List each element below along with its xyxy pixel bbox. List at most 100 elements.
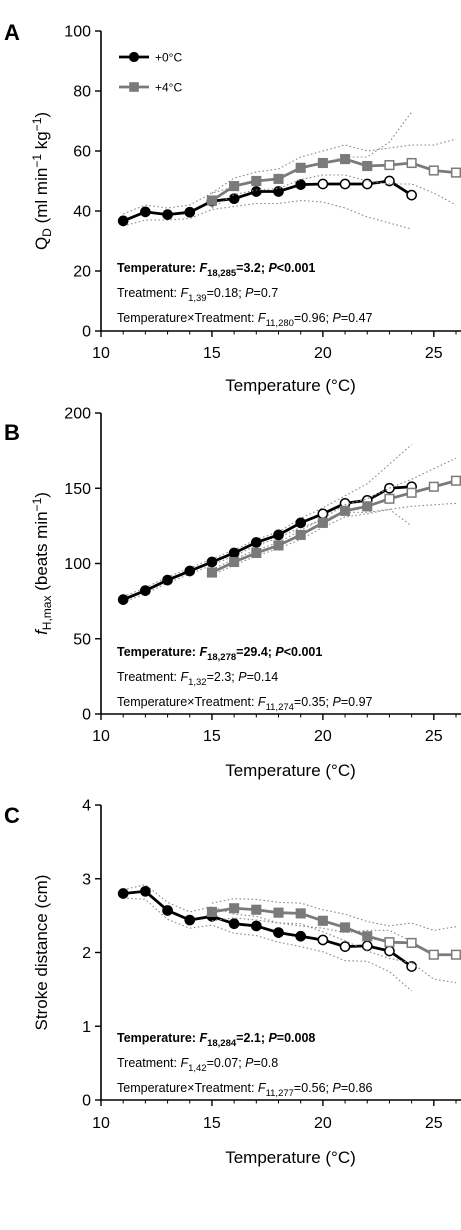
series-0c-point (361, 178, 373, 190)
x-tick-label: 10 (92, 1115, 110, 1132)
panel-b: B 0 50 100 150 200 10 15 20 25 Temperature (°C) fH,… (4, 406, 461, 780)
y-tick-label: 40 (73, 204, 91, 221)
series-0c-point (117, 594, 129, 605)
series-4c-point (229, 556, 240, 568)
series-0c-ci-lower (123, 897, 412, 992)
series-4c-point (206, 906, 217, 917)
stat-annotation-2: Treatment: F1,32=2.3; P=0.14 (117, 670, 278, 688)
series-4c-point (206, 195, 217, 206)
y-tick-label: 80 (73, 84, 91, 101)
series-4c-point (340, 922, 351, 933)
series-4c-point (251, 547, 262, 559)
series-0c-point (273, 529, 284, 541)
y-tick-label: 200 (64, 406, 91, 423)
series-0c-point (162, 905, 173, 916)
series-0c-point (140, 206, 151, 218)
series-4c-point (384, 937, 395, 948)
series-0c-point (295, 517, 307, 529)
series-4c-point (317, 915, 328, 926)
series-0c-point (250, 920, 262, 932)
panel-letter: B (4, 420, 20, 445)
series-0c-point (339, 178, 351, 190)
series-4c-point (206, 567, 217, 578)
series-4c-ci-upper (211, 457, 457, 571)
y-tick-label: 150 (64, 481, 91, 498)
y-tick-label: 0 (82, 324, 91, 341)
series-4c-point (251, 904, 262, 915)
series-0c-point (295, 930, 307, 942)
series-4c-ci-lower (211, 174, 457, 209)
data-layer (117, 444, 461, 605)
series-4c-point (273, 540, 284, 551)
stat-annotation-3: Temperature×Treatment: F11,277=0.56; P=0… (117, 1081, 373, 1099)
data-layer (117, 111, 461, 230)
x-axis-label: Temperature (°C) (225, 1148, 356, 1167)
series-4c-point (362, 501, 373, 512)
y-axis-label: fH,max (beats min−1) (30, 492, 54, 635)
series-4c-point (428, 481, 439, 492)
series-0c-point (384, 175, 395, 187)
stat-annotation-3: Temperature×Treatment: F11,280=0.96; P=0… (117, 311, 373, 329)
series-4c-point (273, 173, 284, 184)
series-0c-point (117, 215, 129, 227)
series-4c-point (384, 160, 395, 171)
series-4c-point (362, 931, 373, 942)
x-tick-label: 10 (92, 345, 110, 362)
series-4c-point (295, 908, 306, 919)
series-0c-point (384, 482, 395, 494)
series-0c-point (228, 918, 240, 930)
y-tick-label: 50 (73, 631, 91, 648)
panel-c: C 0 1 2 3 4 10 15 20 25 Temperature (°C) Stroke dis… (4, 798, 461, 1167)
stat-annotation-1: Temperature: F18,285=3.2; P<0.001 (117, 261, 315, 279)
series-0c-point (406, 961, 417, 972)
series-4c-point (229, 903, 240, 914)
series-0c-point (406, 189, 417, 201)
series-0c-point (250, 186, 262, 197)
series-4c-point (450, 949, 461, 960)
y-axis-label: Stroke distance (cm) (32, 875, 51, 1031)
y-axis-label: QD (ml min−1 kg−1) (30, 112, 54, 250)
panel-a: A 0 20 40 60 80 100 10 15 20 25 Temperature (°C) QD … (4, 20, 461, 395)
series-4c-point (340, 505, 351, 516)
x-axis-label: Temperature (°C) (225, 376, 356, 395)
series-4c-point (450, 475, 461, 486)
panel-letter: C (4, 803, 20, 828)
panel-letter: A (4, 20, 20, 45)
y-tick-label: 3 (82, 871, 91, 888)
legend-marker (128, 51, 140, 63)
x-tick-label: 10 (92, 728, 110, 745)
series-4c-point (340, 154, 351, 165)
series-0c-point (317, 934, 329, 946)
series-0c-point (317, 178, 329, 190)
series-4c-ci-lower (211, 502, 457, 577)
series-4c-point (384, 493, 395, 504)
y-tick-label: 1 (82, 1019, 91, 1036)
series-0c-point (273, 186, 284, 197)
series-4c-line (211, 906, 456, 957)
x-tick-label: 15 (203, 728, 221, 745)
x-tick-label: 15 (203, 345, 221, 362)
stat-annotation-3: Temperature×Treatment: F11,274=0.35; P=0… (117, 695, 373, 713)
series-4c-ci-lower (211, 917, 457, 984)
series-0c-point (184, 206, 196, 218)
series-4c-point (251, 175, 262, 187)
x-tick-label: 20 (314, 1115, 332, 1132)
series-0c-point (384, 945, 395, 957)
series-4c-point (406, 487, 417, 498)
series-0c-point (206, 556, 218, 568)
series-0c-point (228, 193, 240, 205)
series-0c-point (162, 209, 173, 220)
series-0c-point (117, 888, 129, 899)
series-4c-point (317, 157, 328, 169)
stat-annotation-2: Treatment: F1,39=0.18; P=0.7 (117, 286, 278, 304)
series-4c-ci-upper (211, 898, 457, 931)
series-0c-point (250, 537, 262, 548)
x-tick-label: 20 (314, 728, 332, 745)
series-4c-point (229, 181, 240, 192)
series-4c-point (428, 949, 439, 960)
series-4c-point (295, 529, 306, 540)
series-4c-point (406, 937, 417, 948)
y-tick-label: 60 (73, 144, 91, 161)
series-0c-point (228, 547, 240, 559)
